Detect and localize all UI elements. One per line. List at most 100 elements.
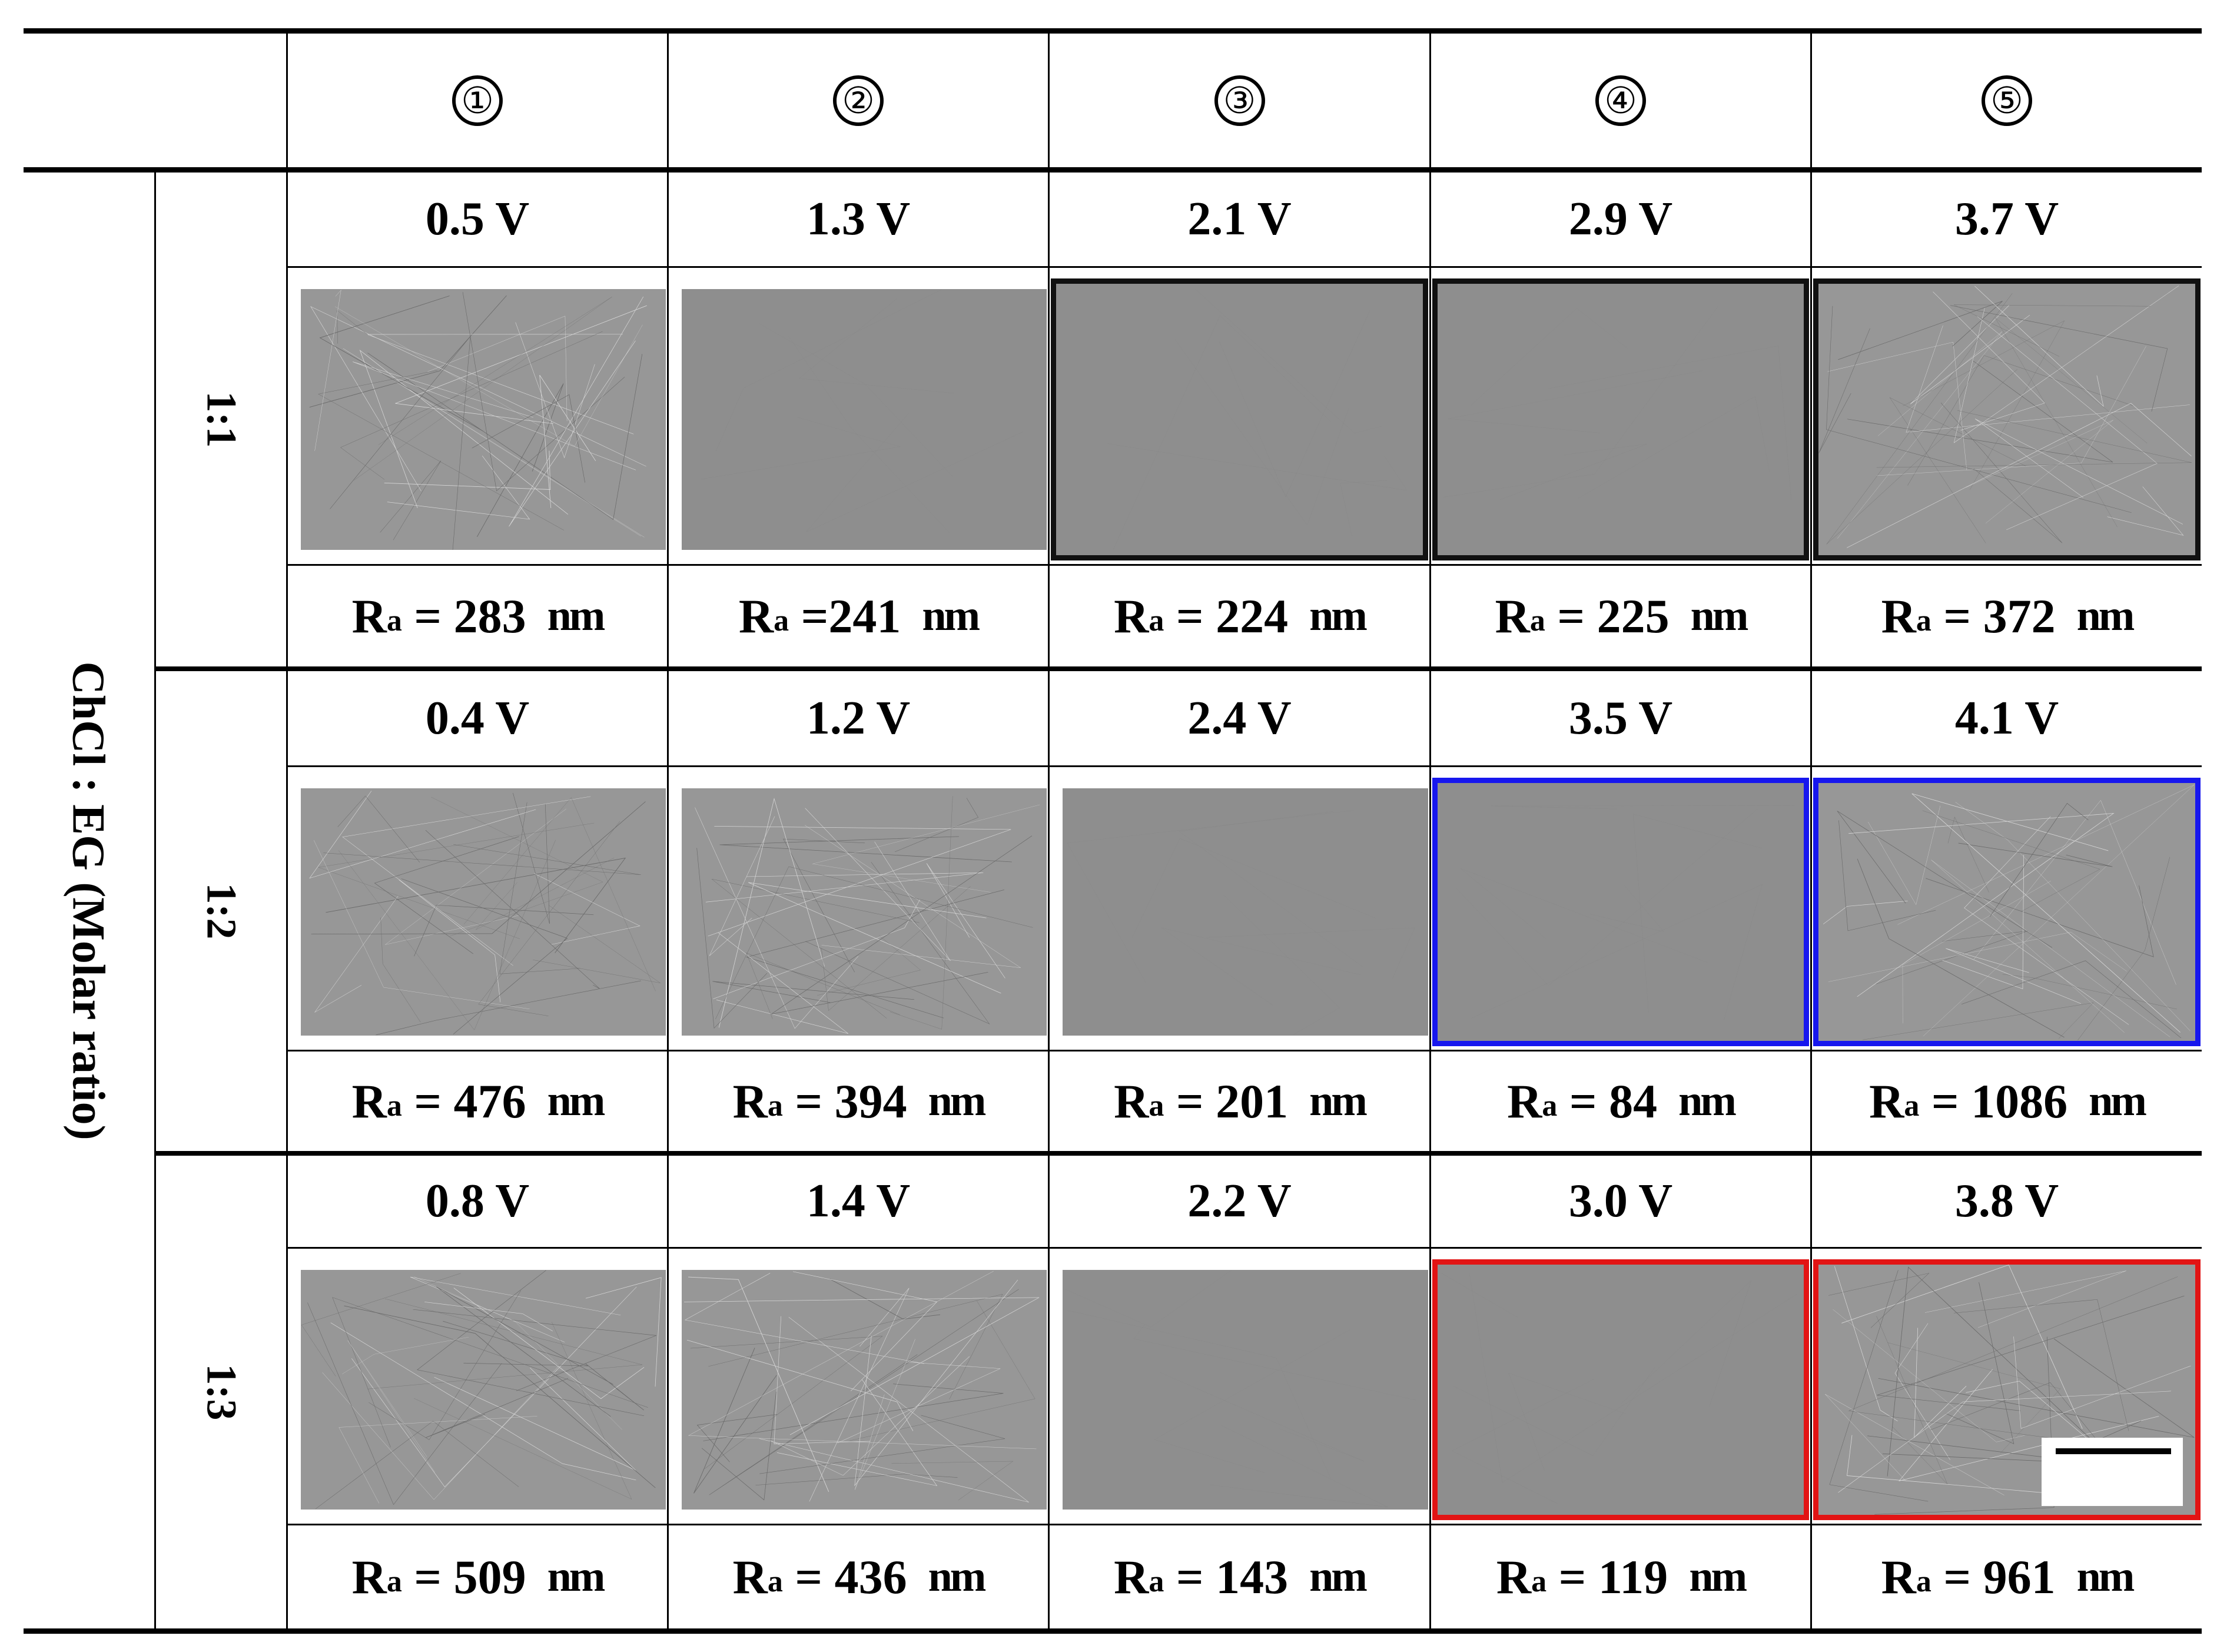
ra-equals: = bbox=[1164, 1550, 1216, 1604]
voltage-label: 3.0 V bbox=[1568, 1175, 1673, 1227]
ra-number: 961 bbox=[1983, 1550, 2056, 1604]
ra-number: 225 bbox=[1597, 589, 1670, 643]
ra-equals: = bbox=[1545, 589, 1597, 643]
voltage-label: 3.8 V bbox=[1954, 1175, 2059, 1227]
ra-unit: nm bbox=[1689, 1553, 1747, 1601]
voltage-label: 1.3 V bbox=[806, 193, 911, 245]
ra-number: 436 bbox=[834, 1550, 907, 1604]
sem-micrograph bbox=[1432, 1259, 1809, 1520]
ra-equals: = bbox=[1919, 1074, 1972, 1128]
circled-number: ② bbox=[833, 75, 884, 126]
g2-voltage-rule bbox=[287, 765, 2202, 767]
ratio-label-2: 1:2 bbox=[197, 883, 245, 940]
ra-subscript: a bbox=[386, 1089, 402, 1123]
ra-number: 224 bbox=[1216, 589, 1289, 643]
ra-number: 119 bbox=[1598, 1550, 1668, 1604]
sem-micrograph bbox=[1063, 1270, 1428, 1510]
ra-unit: nm bbox=[547, 1077, 606, 1125]
ra-subscript: a bbox=[774, 604, 789, 638]
voltage-label: 0.4 V bbox=[425, 692, 530, 744]
ra-unit: nm bbox=[547, 1553, 606, 1601]
ra-symbol: R bbox=[351, 1550, 387, 1604]
g3-ra-rule bbox=[287, 1524, 2202, 1525]
group2-bottom-rule bbox=[154, 1151, 2202, 1156]
ra-number: 143 bbox=[1216, 1550, 1289, 1604]
column-header-3: ③ bbox=[1050, 34, 1429, 167]
column-header-5: ⑤ bbox=[1812, 34, 2202, 167]
sem-micrograph bbox=[1813, 778, 2201, 1046]
voltage-label: 3.7 V bbox=[1954, 193, 2059, 245]
ra-symbol: R bbox=[1507, 1074, 1542, 1128]
ra-number: 509 bbox=[453, 1550, 526, 1604]
circled-number: ⑤ bbox=[1982, 75, 2032, 126]
circled-number: ① bbox=[452, 75, 503, 126]
voltage-label: 1.2 V bbox=[806, 692, 911, 744]
ra-symbol: R bbox=[732, 1550, 768, 1604]
ra-symbol: R bbox=[1869, 1074, 1904, 1128]
ra-unit: nm bbox=[2089, 1077, 2147, 1125]
ra-equals: = bbox=[1557, 1074, 1609, 1128]
circled-number: ④ bbox=[1595, 75, 1646, 126]
ra-subscript: a bbox=[1916, 604, 1931, 638]
voltage-label: 2.2 V bbox=[1187, 1175, 1292, 1227]
ra-equals: = bbox=[782, 1550, 835, 1604]
col-line-0 bbox=[286, 31, 288, 1631]
ra-unit: nm bbox=[928, 1553, 987, 1601]
ra-unit: nm bbox=[1690, 592, 1749, 640]
ratio-label-3: 1:3 bbox=[197, 1364, 245, 1421]
row-axis-label: ChCl : EG (Molar ratio) bbox=[64, 661, 115, 1140]
ra-equals: = bbox=[1164, 1074, 1216, 1128]
ra-symbol: R bbox=[1114, 1074, 1149, 1128]
ra-number: 84 bbox=[1609, 1074, 1658, 1128]
circled-number: ③ bbox=[1214, 75, 1265, 126]
ra-symbol: R bbox=[732, 1074, 768, 1128]
ra-subscript: a bbox=[1904, 1089, 1920, 1123]
sem-micrograph bbox=[301, 788, 666, 1036]
ra-subscript: a bbox=[1149, 1089, 1164, 1123]
top-rule bbox=[24, 28, 2202, 34]
ra-subscript: a bbox=[767, 1565, 783, 1598]
ra-number: 1086 bbox=[1971, 1074, 2068, 1128]
col-line-2 bbox=[1048, 31, 1050, 1631]
ra-number: 476 bbox=[453, 1074, 526, 1128]
voltage-label: 4.1 V bbox=[1954, 692, 2059, 744]
voltage-label: 2.9 V bbox=[1568, 193, 1673, 245]
ra-symbol: R bbox=[1114, 1550, 1149, 1604]
col-line-label bbox=[154, 170, 156, 1631]
g1-voltage-rule bbox=[287, 266, 2202, 268]
ra-equals: = bbox=[401, 589, 454, 643]
col-line-3 bbox=[1429, 31, 1431, 1631]
voltage-label: 2.1 V bbox=[1187, 193, 1292, 245]
ra-equals: = bbox=[401, 1550, 454, 1604]
sem-micrograph bbox=[301, 1270, 666, 1510]
scale-bar-line bbox=[2056, 1448, 2171, 1454]
sem-micrograph bbox=[1813, 278, 2201, 560]
ra-number: 241 bbox=[828, 589, 901, 643]
ra-symbol: R bbox=[1114, 589, 1149, 643]
voltage-label: 1.4 V bbox=[806, 1175, 911, 1227]
ratio-label-1: 1:1 bbox=[197, 391, 245, 448]
ra-unit: nm bbox=[922, 592, 980, 640]
voltage-label: 3.5 V bbox=[1568, 692, 1673, 744]
sem-micrograph bbox=[1063, 788, 1428, 1036]
ra-symbol: R bbox=[1881, 1550, 1916, 1604]
ra-subscript: a bbox=[767, 1089, 783, 1123]
ra-subscript: a bbox=[386, 604, 402, 638]
voltage-label: 0.8 V bbox=[425, 1175, 530, 1227]
col-line-4 bbox=[1810, 31, 1812, 1631]
sem-micrograph bbox=[301, 289, 666, 550]
ra-subscript: a bbox=[1529, 604, 1545, 638]
ra-subscript: a bbox=[1149, 1565, 1164, 1598]
sem-micrograph bbox=[1051, 278, 1428, 560]
